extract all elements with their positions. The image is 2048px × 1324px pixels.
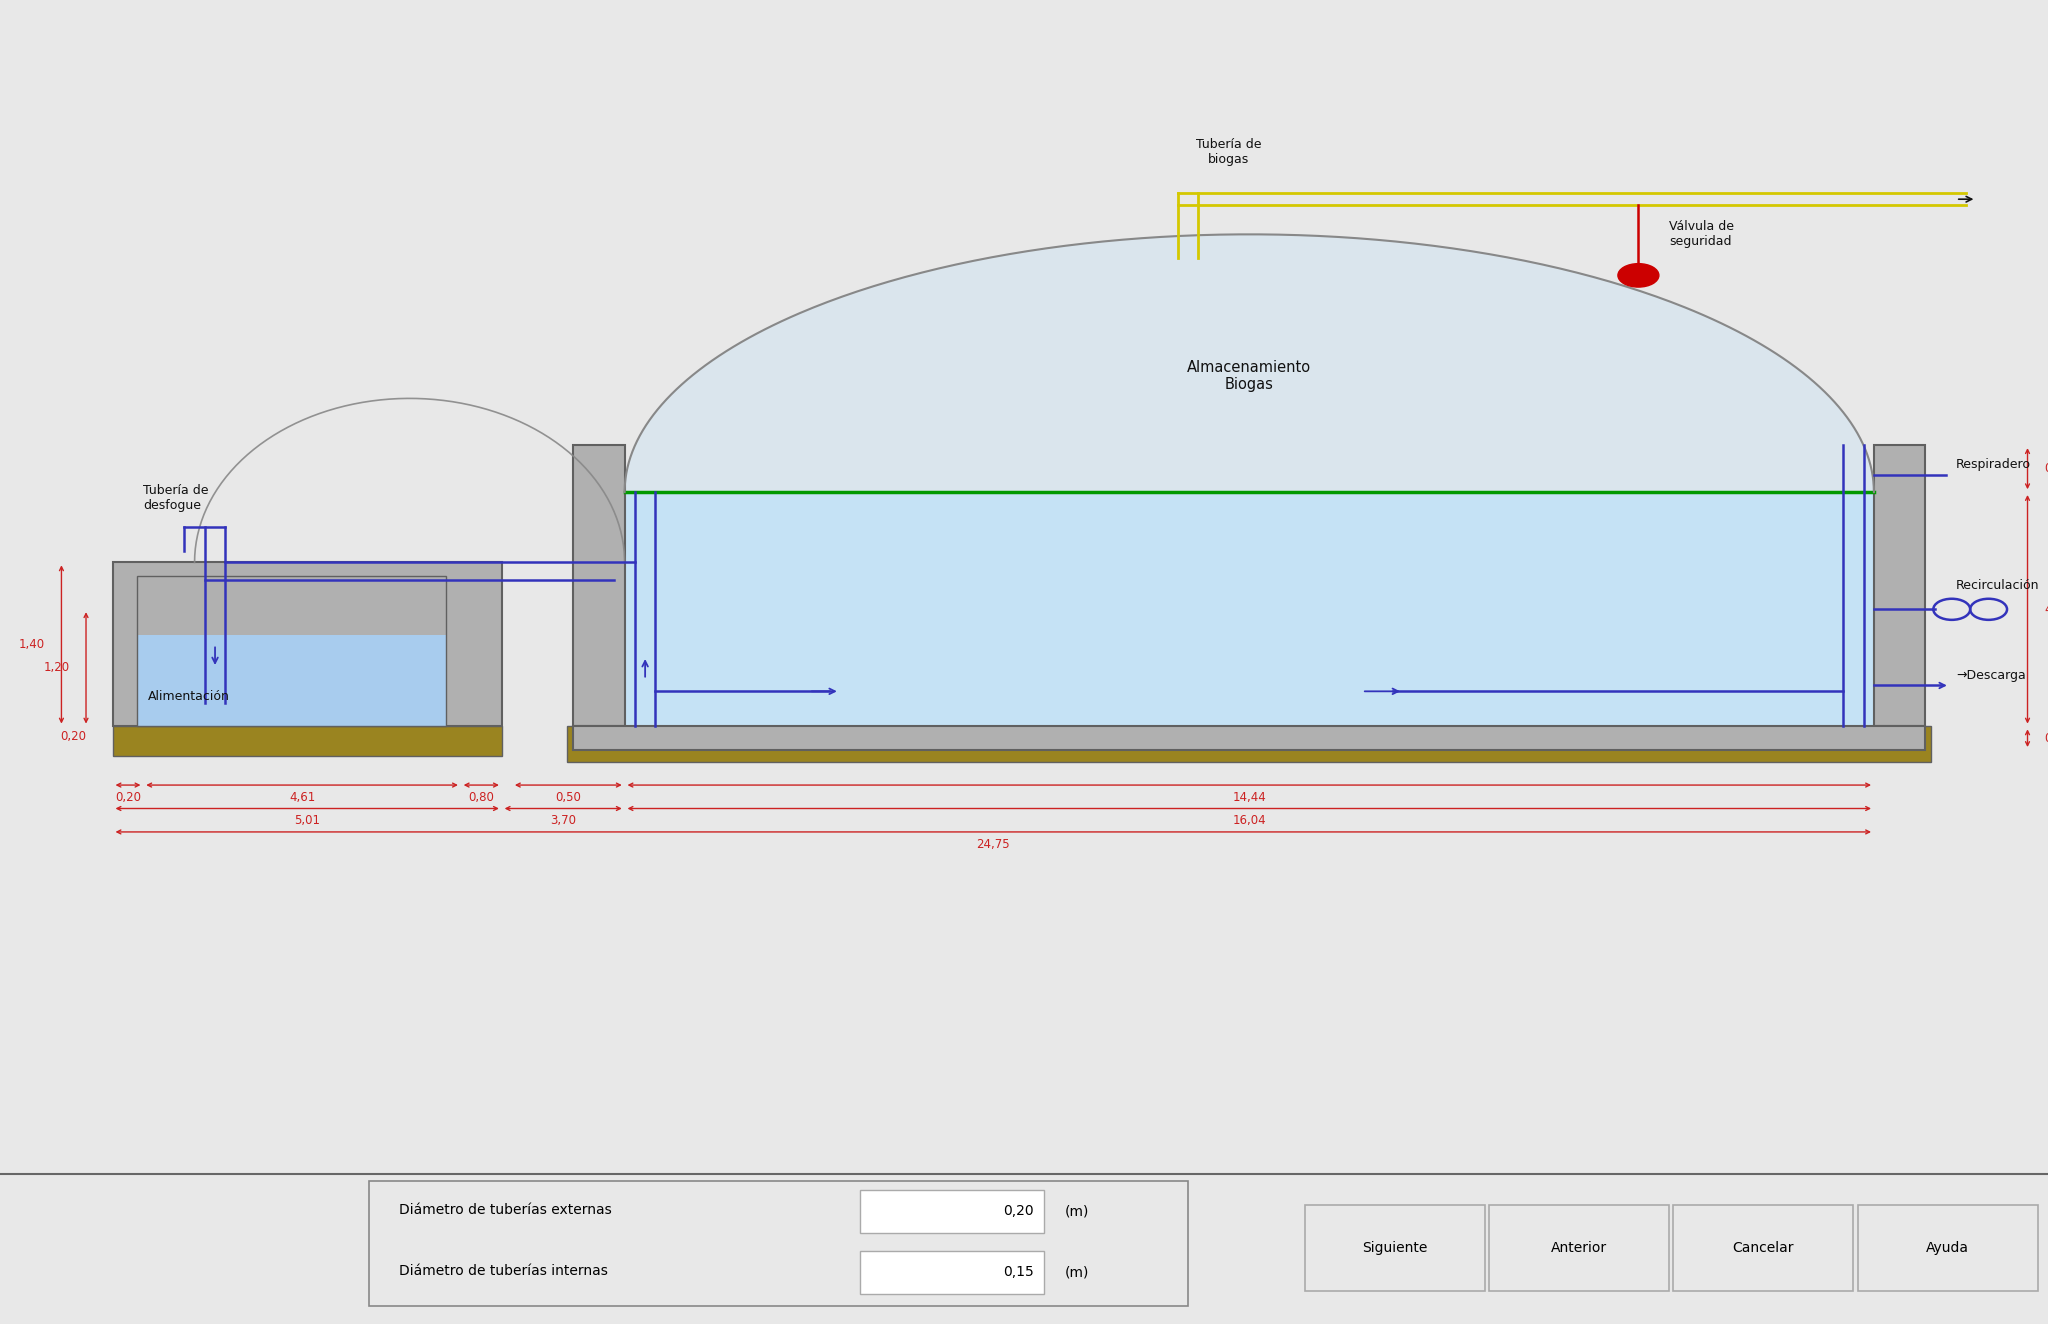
- Bar: [1874, 445, 1925, 727]
- Text: Válvula de
seguridad: Válvula de seguridad: [1669, 220, 1735, 249]
- Text: 0,50: 0,50: [555, 790, 582, 804]
- Text: Siguiente: Siguiente: [1362, 1241, 1427, 1255]
- Text: Cancelar: Cancelar: [1733, 1241, 1794, 1255]
- Bar: [573, 727, 1925, 749]
- Bar: [137, 576, 446, 727]
- Text: 0,20: 0,20: [115, 790, 141, 804]
- Text: 0,20: 0,20: [59, 730, 86, 743]
- Text: (m): (m): [1065, 1266, 1090, 1279]
- Text: Tubería de
biogas: Tubería de biogas: [1196, 138, 1262, 167]
- Text: Ayuda: Ayuda: [1927, 1241, 1968, 1255]
- Text: Diámetro de tuberías internas: Diámetro de tuberías internas: [399, 1263, 608, 1278]
- Text: Alimentación: Alimentación: [147, 690, 229, 703]
- Bar: [113, 563, 502, 727]
- Text: 24,75: 24,75: [977, 838, 1010, 851]
- Circle shape: [1618, 263, 1659, 287]
- FancyBboxPatch shape: [1858, 1205, 2038, 1291]
- Bar: [567, 727, 1931, 761]
- Text: 0,40: 0,40: [2044, 732, 2048, 744]
- Text: Respiradero: Respiradero: [1956, 458, 2032, 471]
- Text: (m): (m): [1065, 1205, 1090, 1218]
- Bar: [573, 445, 625, 727]
- Bar: [113, 727, 502, 756]
- FancyBboxPatch shape: [1305, 1205, 1485, 1291]
- FancyBboxPatch shape: [860, 1251, 1044, 1294]
- Text: Tubería de
desfogue: Tubería de desfogue: [143, 485, 209, 512]
- Text: 4,61: 4,61: [289, 790, 315, 804]
- Bar: [625, 493, 1874, 727]
- Text: Almacenamiento
Biogas: Almacenamiento Biogas: [1188, 360, 1311, 392]
- Text: 0,15: 0,15: [1004, 1266, 1034, 1279]
- Text: 0,80: 0,80: [469, 790, 494, 804]
- Text: 1,20: 1,20: [43, 662, 70, 674]
- FancyBboxPatch shape: [1489, 1205, 1669, 1291]
- Text: 1,40: 1,40: [18, 638, 45, 651]
- Text: 5,01: 5,01: [295, 814, 319, 828]
- Text: 14,44: 14,44: [1233, 790, 1266, 804]
- Bar: [137, 636, 446, 727]
- Text: Diámetro de tuberías externas: Diámetro de tuberías externas: [399, 1202, 612, 1217]
- Text: Recirculación: Recirculación: [1956, 579, 2040, 592]
- Text: 3,70: 3,70: [551, 814, 575, 828]
- Text: Anterior: Anterior: [1550, 1241, 1608, 1255]
- FancyBboxPatch shape: [860, 1190, 1044, 1233]
- Text: 0,50: 0,50: [2044, 462, 2048, 475]
- Polygon shape: [625, 234, 1874, 493]
- FancyBboxPatch shape: [369, 1181, 1188, 1305]
- Text: 0,20: 0,20: [1004, 1205, 1034, 1218]
- Text: 4,00: 4,00: [2044, 602, 2048, 616]
- Text: →Descarga: →Descarga: [1956, 669, 2025, 682]
- Text: 16,04: 16,04: [1233, 814, 1266, 828]
- FancyBboxPatch shape: [1673, 1205, 1853, 1291]
